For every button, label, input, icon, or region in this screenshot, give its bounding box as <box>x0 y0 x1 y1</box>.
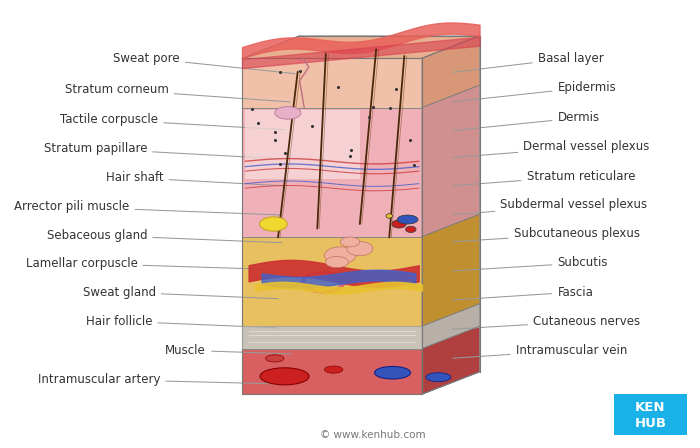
Text: Sweat gland: Sweat gland <box>83 285 279 299</box>
Text: Hair shaft: Hair shaft <box>106 171 284 186</box>
Text: Stratum papillare: Stratum papillare <box>43 142 282 159</box>
FancyBboxPatch shape <box>614 394 687 435</box>
Ellipse shape <box>374 366 410 379</box>
Text: Stratum corneum: Stratum corneum <box>65 83 290 102</box>
Polygon shape <box>242 58 422 108</box>
Polygon shape <box>242 85 480 108</box>
Ellipse shape <box>397 215 418 224</box>
Ellipse shape <box>325 247 356 264</box>
Text: Hair follicle: Hair follicle <box>86 314 277 328</box>
Polygon shape <box>242 108 422 237</box>
Polygon shape <box>242 36 480 58</box>
Text: Tactile corpuscle: Tactile corpuscle <box>60 113 285 130</box>
Ellipse shape <box>326 256 349 268</box>
Ellipse shape <box>260 368 309 385</box>
Polygon shape <box>242 214 480 237</box>
Text: Lamellar corpuscle: Lamellar corpuscle <box>25 257 279 270</box>
Text: Dermal vessel plexus: Dermal vessel plexus <box>453 140 650 158</box>
Polygon shape <box>242 326 422 349</box>
Text: Subcutaneous plexus: Subcutaneous plexus <box>453 227 640 242</box>
Polygon shape <box>242 237 422 326</box>
Ellipse shape <box>405 226 416 233</box>
Text: Intramuscular vein: Intramuscular vein <box>453 344 627 358</box>
Ellipse shape <box>260 217 287 231</box>
Ellipse shape <box>340 237 360 247</box>
Ellipse shape <box>392 220 406 228</box>
Ellipse shape <box>346 241 373 256</box>
Polygon shape <box>422 304 480 349</box>
Text: Stratum reticulare: Stratum reticulare <box>453 169 635 186</box>
Text: Epidermis: Epidermis <box>453 81 616 102</box>
Polygon shape <box>422 326 480 394</box>
Polygon shape <box>242 326 480 349</box>
Ellipse shape <box>275 107 301 119</box>
Polygon shape <box>422 214 480 326</box>
Text: Arrector pili muscle: Arrector pili muscle <box>14 200 280 215</box>
Text: Subcutis: Subcutis <box>453 256 608 271</box>
Text: © www.kenhub.com: © www.kenhub.com <box>320 430 426 440</box>
Ellipse shape <box>325 366 343 373</box>
Polygon shape <box>245 110 360 179</box>
Polygon shape <box>242 304 480 326</box>
Polygon shape <box>242 326 422 349</box>
Ellipse shape <box>426 373 451 382</box>
Text: Intramuscular artery: Intramuscular artery <box>38 373 277 386</box>
Text: Basal layer: Basal layer <box>453 52 603 72</box>
Text: KEN: KEN <box>635 401 666 414</box>
Text: Dermis: Dermis <box>453 111 599 130</box>
Text: Cutaneous nerves: Cutaneous nerves <box>453 314 640 329</box>
Polygon shape <box>242 349 422 394</box>
Polygon shape <box>422 85 480 237</box>
Text: Sweat pore: Sweat pore <box>113 52 295 73</box>
Text: Sebaceous gland: Sebaceous gland <box>47 228 282 243</box>
Text: Muscle: Muscle <box>165 344 292 357</box>
Ellipse shape <box>386 214 393 218</box>
Polygon shape <box>422 36 480 108</box>
Text: HUB: HUB <box>634 418 666 431</box>
Text: Subdermal vessel plexus: Subdermal vessel plexus <box>453 198 648 215</box>
Ellipse shape <box>265 355 284 362</box>
Text: Fascia: Fascia <box>453 285 594 300</box>
